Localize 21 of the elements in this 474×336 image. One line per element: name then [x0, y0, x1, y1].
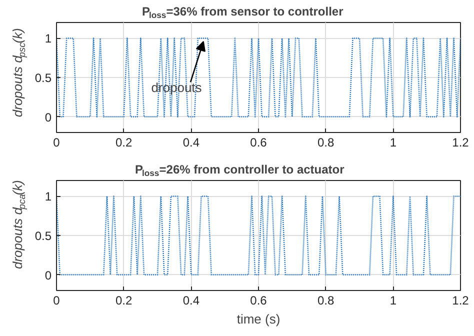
- x-tick-label: 0: [53, 294, 60, 308]
- y-tick-label: 1: [44, 190, 52, 204]
- x-tick-label: 0.2: [115, 294, 132, 308]
- x-tick-label: 1: [390, 136, 397, 150]
- x-axis-title: time (s): [236, 312, 280, 326]
- x-tick-label: 0.4: [182, 136, 200, 150]
- y-tick-label: 0.5: [34, 229, 52, 243]
- y-tick-label: 0.5: [34, 71, 52, 85]
- x-tick-label: 0.8: [317, 136, 334, 150]
- x-tick-label: 0.2: [115, 136, 132, 150]
- x-tick-label: 1: [390, 294, 397, 308]
- x-tick-label: 0.6: [250, 136, 268, 150]
- x-tick-label: 0.6: [250, 294, 268, 308]
- x-tick-label: 0.4: [182, 294, 200, 308]
- y-tick-label: 1: [44, 32, 52, 46]
- x-tick-label: 0: [53, 136, 60, 150]
- y-tick-label: 0: [44, 110, 52, 124]
- x-tick-label: 1.2: [452, 136, 470, 150]
- y-tick-label: 0: [44, 268, 52, 282]
- x-tick-label: 0.8: [317, 294, 334, 308]
- x-tick-label: 1.2: [452, 294, 470, 308]
